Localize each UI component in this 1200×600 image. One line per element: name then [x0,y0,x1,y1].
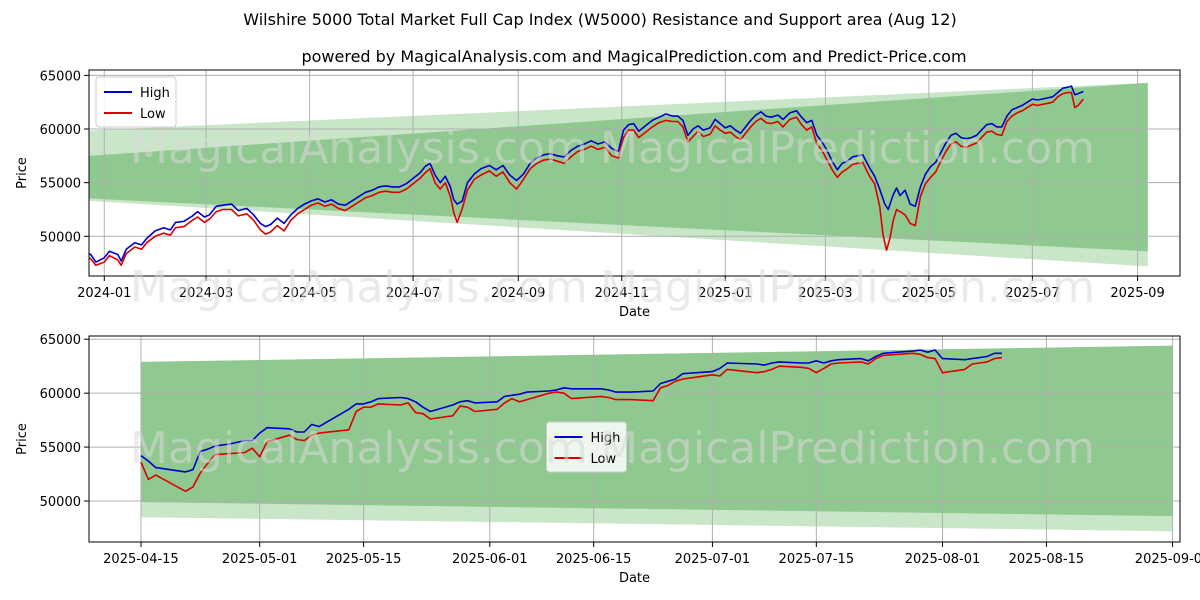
legend-label-high: High [591,431,621,446]
x-tick-label: 2024-05 [282,286,336,301]
support-resistance-band-2 [140,345,1173,517]
x-tick-label: 2025-05-15 [326,552,402,567]
series-line-high [140,349,1002,473]
chart-subtitle: powered by MagicalAnalysis.com and Magic… [301,47,966,66]
x-tick-label: 2025-03 [798,286,852,301]
y-axis-label: Price [15,423,30,455]
y-tick-label: 50000 [40,495,81,510]
x-tick-label: 2025-08-15 [1009,552,1085,567]
y-tick-label: 55000 [40,177,81,192]
watermark-text: MagicalAnalysis.com [130,123,588,174]
watermark-text: MagicalPrediction.com [600,262,1095,313]
x-tick-label: 2025-05-01 [222,552,298,567]
x-tick-label: 2025-07 [1005,286,1059,301]
x-tick-label: 2025-06-01 [452,552,528,567]
x-tick-label: 2025-06-15 [556,552,632,567]
x-tick-label: 2025-01 [698,286,752,301]
watermark-text: MagicalPrediction.com [600,423,1095,474]
panel-2: 2025-04-15 2025-05-01 2025-05-15 2025-06-01… [15,333,1200,586]
legend-label-high: High [140,86,170,101]
x-tick-label: 2025-07-15 [779,552,855,567]
legend-box [95,76,177,128]
y-tick-label: 65000 [40,69,81,84]
watermark-text: MagicalPrediction.com [600,123,1095,174]
x-tick-label: 2024-07 [386,286,440,301]
panel-1: 2024-01 2024-03 2024-05 2024-07 2024-09 2024-… [15,69,1181,320]
x-tick-label: 2025-05 [902,286,956,301]
watermark-text: MagicalAnalysis.com [130,423,588,474]
y-axis-label: Price [15,157,30,189]
legend: High Low [546,421,627,473]
x-tick-label: 2025-08-01 [905,552,981,567]
series-line-low [89,91,1084,267]
x-tick-label: 2024-03 [179,286,233,301]
series-line-low [140,352,1003,493]
plot-area [89,70,1180,276]
legend-box [546,421,627,473]
legend-label-low: Low [591,452,617,467]
series-line-high [89,85,1084,263]
x-tick-label: 2025-09-01 [1135,552,1200,567]
x-tick-label: 2025-04-15 [103,552,179,567]
legend-label-low: Low [140,107,166,122]
axes-frame [88,335,1181,543]
watermark-text: MagicalAnalysis.com [130,262,588,313]
y-tick-label: 55000 [40,441,81,456]
axes-frame [88,69,1181,277]
x-tick-label: 2025-07-01 [675,552,751,567]
x-tick-label: 2024-11 [595,286,649,301]
x-axis-label: Date [619,305,650,320]
x-axis-label: Date [619,571,650,586]
y-tick-label: 60000 [40,387,81,402]
x-tick-label: 2024-09 [491,286,545,301]
support-resistance-band-2 [89,82,1148,252]
x-tick-label: 2025-09 [1110,286,1164,301]
x-tick-label: 2024-01 [77,286,131,301]
y-tick-label: 60000 [40,123,81,138]
y-tick-label: 65000 [40,333,81,348]
chart-title: Wilshire 5000 Total Market Full Cap Inde… [243,10,956,29]
y-tick-label: 50000 [40,230,81,245]
plot-area [89,336,1180,542]
legend: High Low [95,76,177,128]
